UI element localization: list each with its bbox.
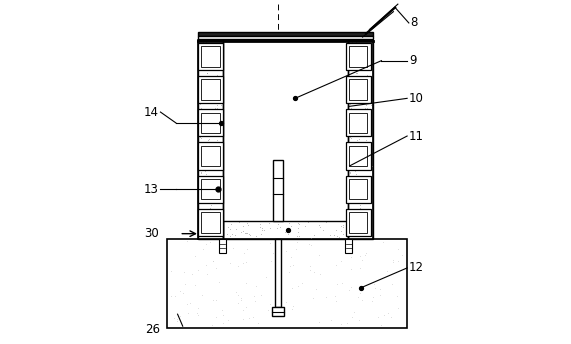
Bar (202, 179, 220, 200)
Bar (349, 212, 367, 233)
Bar (198, 76, 223, 103)
Bar (345, 109, 371, 137)
Text: 8: 8 (411, 17, 418, 30)
Bar (345, 239, 352, 252)
Bar (198, 209, 223, 236)
Bar (202, 146, 220, 166)
Bar (275, 239, 281, 307)
Bar (348, 40, 373, 239)
Text: 30: 30 (144, 227, 159, 240)
Bar (349, 146, 367, 166)
Bar (202, 79, 220, 100)
Bar (349, 79, 367, 100)
Bar (273, 160, 283, 221)
Text: 10: 10 (409, 92, 424, 105)
Bar (345, 142, 371, 170)
Bar (198, 36, 373, 39)
Bar (202, 46, 220, 67)
Bar (345, 209, 371, 236)
Bar (198, 109, 223, 137)
Text: 9: 9 (409, 54, 416, 67)
Bar (202, 112, 220, 133)
Bar (349, 179, 367, 200)
Bar (198, 142, 223, 170)
Bar (202, 212, 220, 233)
Text: 26: 26 (146, 323, 160, 336)
Bar (272, 307, 284, 316)
Bar (349, 112, 367, 133)
Bar (223, 221, 348, 239)
Bar (198, 40, 373, 239)
Bar (198, 32, 373, 36)
Text: 11: 11 (409, 130, 424, 142)
Bar (349, 46, 367, 67)
Bar (345, 175, 371, 203)
Text: 13: 13 (144, 183, 159, 196)
Text: 14: 14 (144, 106, 159, 119)
Bar (167, 239, 407, 328)
Text: 12: 12 (409, 261, 424, 275)
Bar (198, 40, 223, 239)
Bar (345, 76, 371, 103)
Bar (198, 175, 223, 203)
Bar (345, 43, 371, 70)
Bar (198, 43, 223, 70)
Bar (219, 239, 226, 252)
